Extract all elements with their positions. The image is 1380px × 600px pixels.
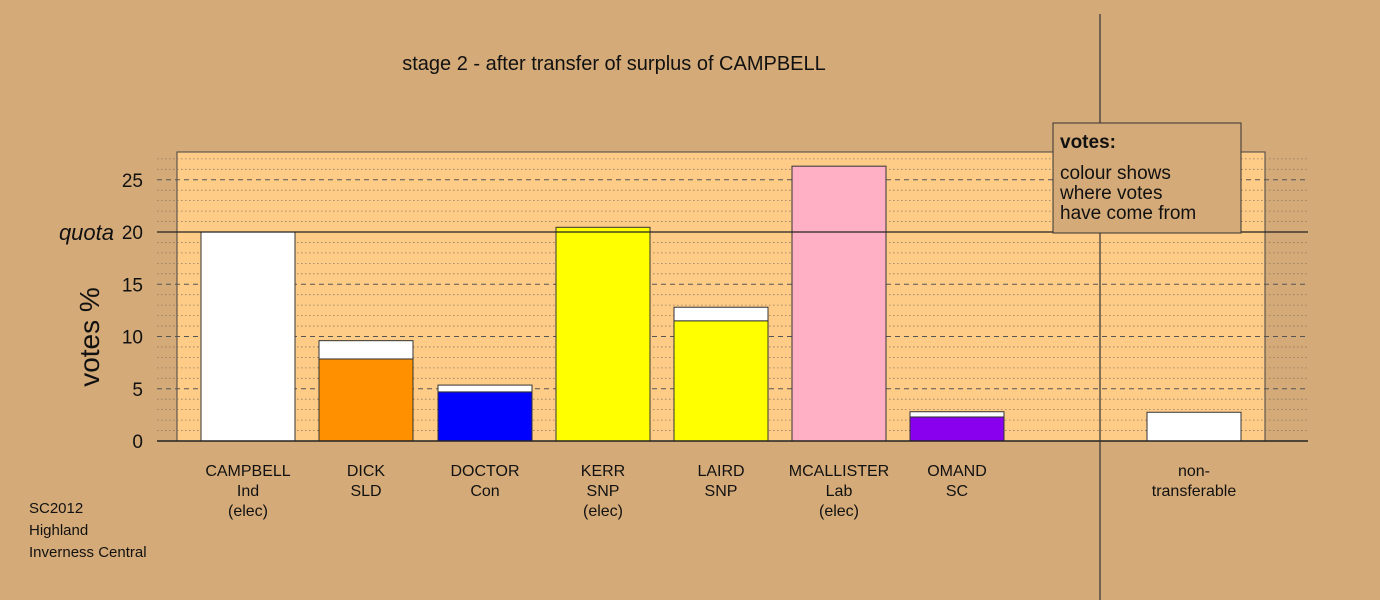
bar-campbell <box>200 231 296 442</box>
bar-laird <box>673 306 769 442</box>
legend-line-2: where votes <box>1059 183 1162 204</box>
footer-line-2: Highland <box>29 522 88 539</box>
bar-doctor <box>437 384 533 442</box>
bar-segment <box>555 226 651 442</box>
y-tick-label: 10 <box>122 328 143 349</box>
y-tick-label: 15 <box>122 275 143 296</box>
bar-segment <box>318 340 414 360</box>
bar-dick <box>318 340 414 442</box>
y-tick-label: 25 <box>122 171 143 192</box>
legend: votes: colour shows where votes have com… <box>1052 122 1242 234</box>
label-campbell: CAMPBELL Ind (elec) <box>205 463 290 520</box>
bar-segment <box>437 384 533 393</box>
label-mcallister: MCALLISTER Lab (elec) <box>789 463 889 520</box>
bar-kerr <box>555 226 651 442</box>
label-omand: OMAND SC <box>927 463 987 500</box>
bar-segment <box>318 358 414 442</box>
label-non-transferable: non-transferable <box>1152 463 1237 500</box>
bar-segment <box>1146 411 1242 442</box>
bar-segment <box>200 231 296 442</box>
bars <box>200 165 1242 442</box>
legend-title: votes: <box>1060 132 1116 153</box>
bar-segment <box>437 391 533 442</box>
bar-segment <box>791 165 887 442</box>
bar-segment <box>673 306 769 322</box>
label-dick: DICK SLD <box>347 463 386 500</box>
label-doctor: DOCTOR Con <box>450 463 519 500</box>
y-tick-label: 0 <box>132 432 143 453</box>
footer-line-1: SC2012 <box>29 500 83 517</box>
y-axis-ticks: 0 5 10 15 20 25 <box>122 171 143 453</box>
chart-title: stage 2 - after transfer of surplus of C… <box>402 53 826 75</box>
legend-box <box>1052 122 1242 234</box>
bar-segment <box>909 416 1005 442</box>
bar-omand <box>909 411 1005 442</box>
label-kerr: KERR SNP (elec) <box>581 463 625 520</box>
footer: SC2012 Highland Inverness Central <box>29 500 147 561</box>
footer-line-3: Inverness Central <box>29 544 147 561</box>
y-axis-label: votes % <box>74 287 105 387</box>
candidate-labels: CAMPBELL Ind (elec) DICK SLD DOCTOR Con KERR SNP… <box>205 463 1236 520</box>
legend-line-1: colour shows <box>1060 163 1171 184</box>
legend-line-3: have come from <box>1060 203 1196 224</box>
bar-segment <box>673 320 769 442</box>
y-tick-label: 5 <box>132 380 143 401</box>
y-tick-label: 20 <box>122 223 143 244</box>
quota-label: quota <box>59 220 114 245</box>
bar-segment <box>909 411 1005 418</box>
bar-non-transferable <box>1146 411 1242 442</box>
label-laird: LAIRD SNP <box>697 463 744 500</box>
bar-mcallister <box>791 165 887 442</box>
